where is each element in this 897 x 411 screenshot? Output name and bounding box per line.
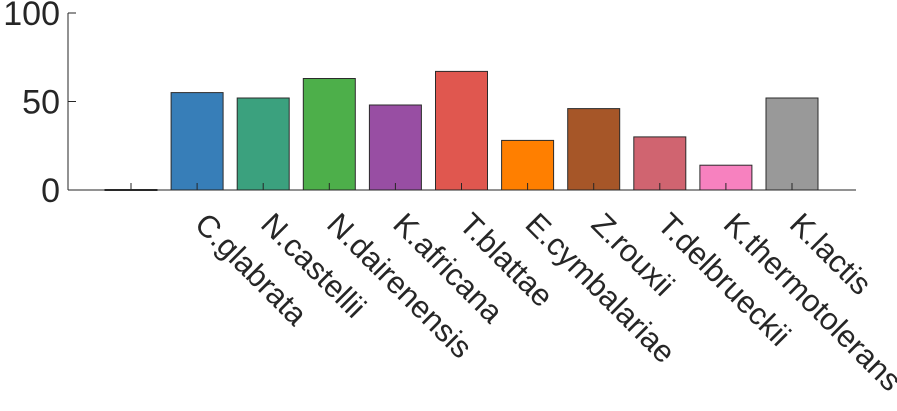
bar	[368, 104, 422, 191]
bar	[302, 78, 356, 191]
bars	[104, 70, 819, 191]
bar	[567, 108, 621, 191]
bar	[170, 92, 224, 191]
y-tick-label: 50	[22, 84, 60, 122]
bar	[435, 70, 488, 191]
bar	[633, 136, 687, 191]
y-tick-label: 0	[41, 172, 60, 210]
bar	[765, 97, 819, 191]
y-tick-label: 100	[3, 0, 60, 33]
bar	[236, 97, 290, 191]
x-axis: C.glabrataN.castelliiN.dairenensisK.afri…	[130, 183, 897, 398]
bar	[501, 139, 555, 191]
y-axis: 0 50 100	[3, 0, 76, 210]
